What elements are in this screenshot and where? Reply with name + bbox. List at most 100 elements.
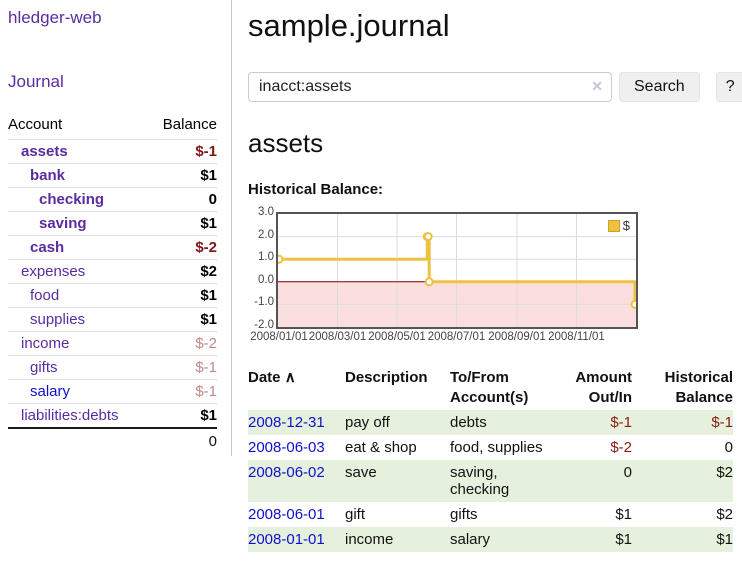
account-balance: $1 xyxy=(200,407,217,424)
amount-cell: $1 xyxy=(615,531,632,548)
balance-cell: $1 xyxy=(716,531,733,548)
sidebar-account-link[interactable]: food xyxy=(30,287,60,304)
transaction-date-link[interactable]: 2008-06-02 xyxy=(248,464,325,481)
date-cell: 2008-06-01 xyxy=(248,502,345,527)
register-header-row: Date ∧ Description To/From Account(s) Amount… xyxy=(248,366,733,410)
header-line1: Date ∧ xyxy=(248,369,296,386)
sidebar-account-link[interactable]: gifts xyxy=(30,359,58,376)
amount-cell: $-1 xyxy=(610,414,632,431)
account-balance: $2 xyxy=(200,263,217,280)
header-line1: Amount xyxy=(575,369,632,386)
account-row: gifts $-1 xyxy=(8,355,217,379)
help-button[interactable]: ? xyxy=(715,72,742,102)
chart-point-marker xyxy=(278,254,284,264)
description-cell: eat & shop xyxy=(345,439,417,456)
chart-point-marker xyxy=(424,277,434,287)
header-line2: Balance xyxy=(675,389,733,406)
column-header-description: Description xyxy=(345,366,450,410)
account-balance: $1 xyxy=(200,215,217,232)
account-balance: $-1 xyxy=(195,383,217,400)
date-cell: 2008-06-03 xyxy=(248,435,345,460)
description-cell: gift xyxy=(345,506,366,523)
header-line1: Historical xyxy=(664,369,733,386)
app-window: hledger-web Journal Account Balance asse… xyxy=(0,0,742,552)
search-input-wrapper: ✕ xyxy=(248,72,612,102)
column-header-tofrom: To/From Account(s) xyxy=(450,366,560,410)
transaction-row: 2008-01-01 income salary $1 $1 xyxy=(248,527,733,552)
sidebar-account-link[interactable]: income xyxy=(21,335,70,352)
sidebar-account-link[interactable]: cash xyxy=(30,239,65,256)
sidebar-account-link[interactable]: salary xyxy=(30,383,71,400)
y-axis-tick-label: 0.0 xyxy=(258,273,274,286)
historical-balance-chart: $ 3.0 2.0 1.0 0.0 -1.0 -2.0 2008/01/01 2008/03/… xyxy=(248,206,708,348)
account-balance: $-2 xyxy=(195,239,217,256)
account-row: assets $-1 xyxy=(8,139,217,163)
column-header-date[interactable]: Date ∧ xyxy=(248,366,345,410)
accounts-cell: saving, checking xyxy=(450,464,510,498)
account-row: bank $1 xyxy=(8,163,217,187)
account-balance: $-1 xyxy=(195,359,217,376)
sidebar-item-journal[interactable]: Journal xyxy=(8,72,64,91)
balance-cell: 0 xyxy=(724,439,733,456)
accounts-total: 0 xyxy=(8,427,217,456)
transaction-date-link[interactable]: 2008-01-01 xyxy=(248,531,325,548)
sidebar: hledger-web Journal Account Balance asse… xyxy=(0,0,232,456)
page-title: sample.journal xyxy=(248,8,450,43)
account-row: income $-2 xyxy=(8,331,217,355)
description-cell: pay off xyxy=(345,414,390,431)
brand-link[interactable]: hledger-web xyxy=(8,8,102,27)
transaction-row: 2008-06-03 eat & shop food, supplies $-2 0 xyxy=(248,435,733,460)
transaction-row: 2008-12-31 pay off debts $-1 $-1 xyxy=(248,410,733,435)
clear-search-icon[interactable]: ✕ xyxy=(591,78,603,94)
account-balance: $1 xyxy=(200,287,217,304)
transaction-date-link[interactable]: 2008-06-03 xyxy=(248,439,325,456)
header-line2: Out/In xyxy=(588,389,632,406)
account-row: liabilities:debts $1 xyxy=(8,403,217,427)
x-axis-tick-label: 2008/07/01 xyxy=(427,331,486,343)
account-balance: $-2 xyxy=(195,335,217,352)
sidebar-account-link[interactable]: expenses xyxy=(21,263,86,280)
chart-point-marker xyxy=(630,299,636,309)
sort-asc-icon[interactable]: ∧ xyxy=(284,369,296,386)
date-cell: 2008-06-02 xyxy=(248,460,345,502)
balance-chart-svg xyxy=(278,214,636,327)
transaction-date-link[interactable]: 2008-12-31 xyxy=(248,414,325,431)
accounts-cell: salary xyxy=(450,531,491,548)
legend-swatch xyxy=(607,219,620,232)
account-row: supplies $1 xyxy=(8,307,217,331)
sidebar-account-link[interactable]: supplies xyxy=(30,311,86,328)
x-axis-tick-label: 2008/03/01 xyxy=(308,331,367,343)
account-row: cash $-2 xyxy=(8,235,217,259)
description-cell: save xyxy=(345,464,377,481)
sidebar-account-link[interactable]: bank xyxy=(30,167,66,184)
header-line2: Account(s) xyxy=(450,389,529,406)
x-axis-tick-label: 2008/09/01 xyxy=(488,331,546,343)
balance-cell: $2 xyxy=(716,506,733,523)
sidebar-account-link[interactable]: assets xyxy=(21,143,68,160)
description-cell: income xyxy=(345,531,394,548)
account-heading: assets xyxy=(248,128,324,158)
balance-cell: $2 xyxy=(716,464,733,481)
column-header-amount: Amount Out/In xyxy=(560,366,638,410)
account-column-header: Account xyxy=(8,116,63,133)
chart-point-marker xyxy=(423,232,433,242)
chart-plot-area: $ xyxy=(276,212,638,329)
sidebar-account-link[interactable]: saving xyxy=(39,215,87,232)
transaction-row: 2008-06-01 gift gifts $1 $2 xyxy=(248,502,733,527)
sidebar-account-link[interactable]: checking xyxy=(39,191,105,208)
column-header-historical: Historical Balance xyxy=(638,366,733,410)
date-cell: 2008-01-01 xyxy=(248,527,345,552)
accounts-list: assets $-1 bank $1 checking 0 saving $1 cash $-2 e… xyxy=(8,139,217,427)
accounts-cell: gifts xyxy=(450,506,478,523)
amount-cell: $-2 xyxy=(610,439,632,456)
x-axis-tick-label: 2008/05/01 xyxy=(368,331,426,343)
search-button[interactable]: Search xyxy=(619,72,700,102)
account-row: food $1 xyxy=(8,283,217,307)
sidebar-account-link[interactable]: liabilities:debts xyxy=(21,407,119,424)
header-line1: Description xyxy=(345,369,428,386)
date-cell: 2008-12-31 xyxy=(248,410,345,435)
y-axis-tick-label: -2.0 xyxy=(254,319,274,331)
balance-column-header: Balance xyxy=(162,116,217,133)
transaction-date-link[interactable]: 2008-06-01 xyxy=(248,506,325,523)
search-input[interactable] xyxy=(248,72,612,102)
